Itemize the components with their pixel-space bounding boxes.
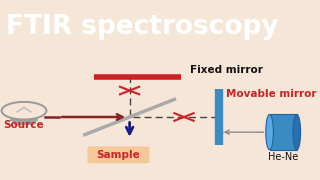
Text: Movable mirror: Movable mirror (226, 89, 316, 99)
Ellipse shape (266, 114, 273, 150)
Text: Fixed mirror: Fixed mirror (190, 65, 263, 75)
Ellipse shape (293, 114, 300, 150)
FancyBboxPatch shape (87, 146, 149, 163)
FancyBboxPatch shape (270, 114, 297, 150)
Text: Sample: Sample (97, 150, 140, 160)
Text: He-Ne: He-Ne (268, 152, 298, 162)
Text: Source: Source (4, 120, 44, 130)
Text: FTIR spectroscopy: FTIR spectroscopy (6, 14, 279, 40)
